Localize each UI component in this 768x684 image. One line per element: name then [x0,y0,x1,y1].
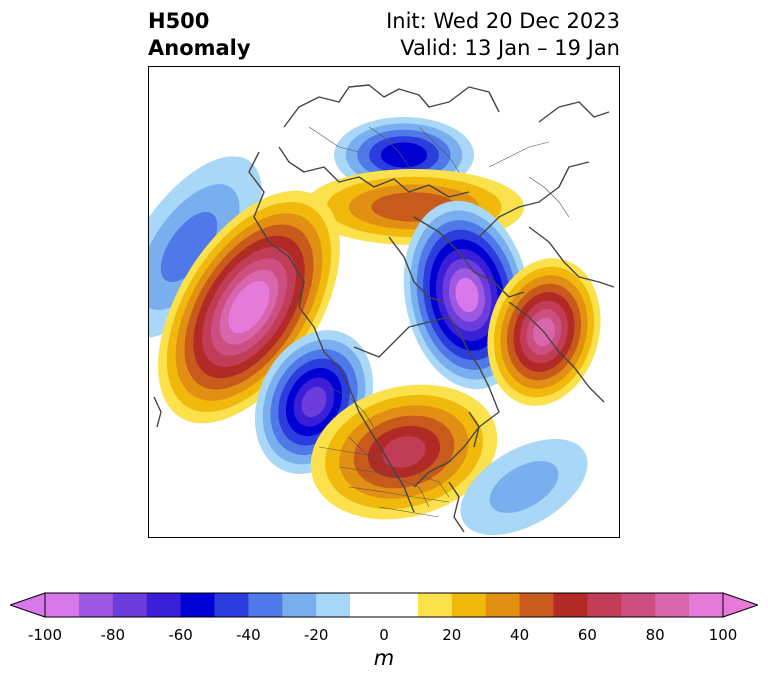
colorbar-tick-label: 40 [510,626,530,644]
colorbar-cell [417,593,453,617]
colorbar-tick-label: 80 [645,626,665,644]
colorbar-tick-label: 0 [379,626,389,644]
anomaly-contour-band [301,386,327,418]
colorbar-tick-label: -20 [303,626,329,644]
anomaly-contour-band [160,211,218,283]
colorbar-cell [78,593,114,617]
colorbar-cell [146,593,182,617]
title-variable: H500 [148,9,210,33]
map-panel [148,66,620,538]
colorbar-cell [350,593,385,617]
colorbar-cell [587,593,622,617]
anomaly-map [149,84,615,536]
colorbar-tick-label: 20 [442,626,462,644]
colorbar-cell [316,593,351,617]
colorbar-tick-label: 100 [708,626,738,644]
anomaly-fields [149,117,601,536]
title-left: H500 Anomaly [148,8,251,62]
anomaly-contour-band [455,277,479,313]
anomaly-center [158,190,340,424]
colorbar-under-arrow [10,592,46,618]
colorbar-cell [655,593,690,617]
colorbar-cell [282,593,317,617]
colorbar-cell [214,593,249,617]
colorbar-tick-label: 60 [577,626,597,644]
country-borders [308,126,570,518]
colorbar-cell [451,593,487,617]
colorbar-cell [45,593,80,617]
colorbar-cell [621,593,656,617]
anomaly-contour-band [489,461,559,513]
colorbar-cell [384,593,419,617]
title-anomaly: Anomaly [148,36,251,60]
title-right: Init: Wed 20 Dec 2023 Valid: 13 Jan – 19… [386,8,620,62]
colorbar-cell [553,593,588,617]
colorbar-cell [180,593,215,617]
colorbar-unit: m [373,646,395,670]
colorbar-cell [485,593,521,617]
anomaly-center [149,156,262,338]
init-date: Init: Wed 20 Dec 2023 [386,9,620,33]
colorbar-tick-label: -40 [236,626,261,644]
colorbar-cell [689,593,724,617]
colorbar-over-arrow [722,592,758,618]
anomaly-contour-band [382,436,426,468]
colorbar-cell [519,593,554,617]
anomaly-contour-band [380,142,428,168]
colorbar-cell [248,593,283,617]
colorbar [10,592,758,618]
colorbar-tick-label: -60 [168,626,193,644]
colorbar-cell [112,593,148,617]
valid-range: Valid: 13 Jan – 19 Jan [400,36,620,60]
colorbar-tick-label: -100 [27,626,63,644]
coastlines [153,84,615,533]
colorbar-tick-label: -80 [100,626,126,644]
colorbar-outline [44,592,724,618]
anomaly-contour-band [228,280,270,334]
anomaly-center [460,438,588,536]
